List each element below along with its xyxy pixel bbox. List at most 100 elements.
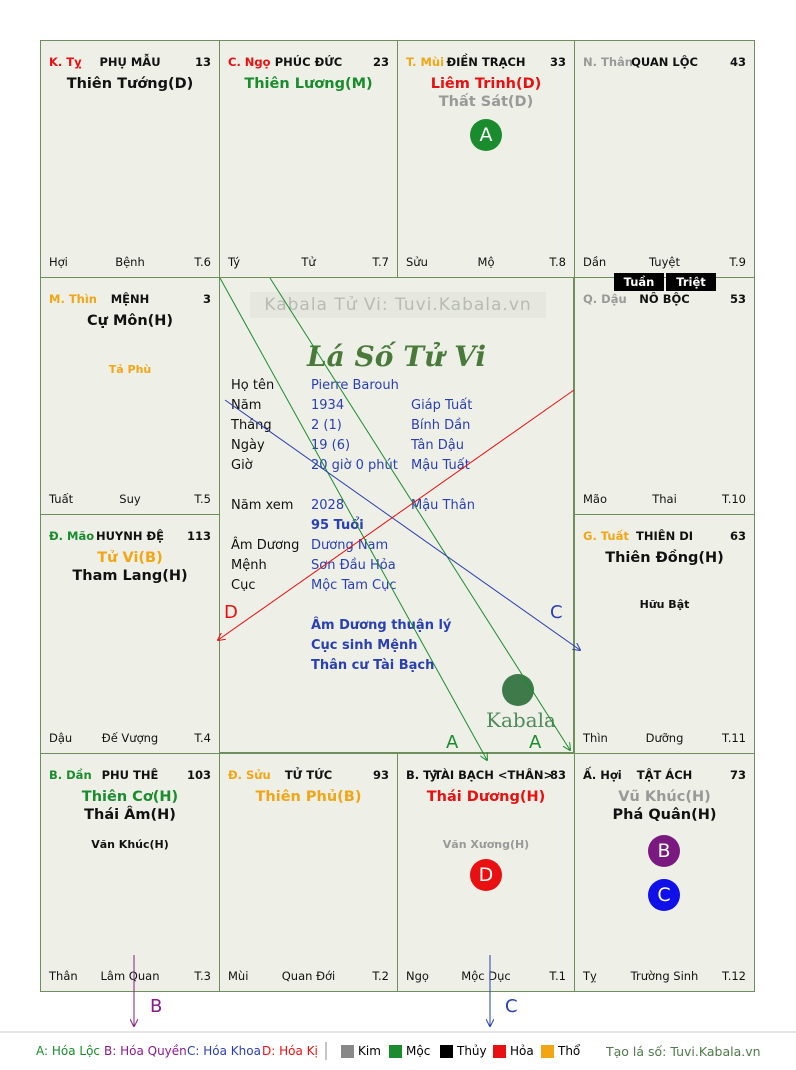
palace-phu-the: B. Dần PHU THÊ 103 Thiên Cơ(H) Thái Âm(H) Văn…: [40, 753, 220, 992]
value-menh: Sơn Đầu Hỏa: [311, 558, 396, 573]
palace-can-chi: B. Tý: [406, 768, 438, 782]
value-nam-xem-can-chi: Mậu Thân: [411, 498, 475, 513]
palace-branch: Dần: [583, 255, 607, 269]
palace-header: T. Mùi ĐIỀN TRẠCH 33: [406, 55, 566, 69]
label-cuc: Cục: [231, 578, 256, 593]
legend-thuy-swatch: [440, 1045, 453, 1058]
palace-branch: Tuất: [49, 492, 74, 506]
palace-month: T.6: [194, 255, 211, 269]
chart-title: Lá Số Tử Vi: [306, 340, 487, 373]
minor-star: Hữu Bật: [639, 598, 690, 611]
palace-thien-di: G. Tuất THIÊN DI 63 Thiên Đồng(H) Hữu Bật Thì…: [574, 514, 755, 754]
triet-marker: Triệt: [666, 273, 716, 291]
palace-stage: Mộ: [477, 255, 495, 269]
site-link[interactable]: Tạo lá số: Tuvi.Kabala.vn: [606, 1044, 761, 1059]
label-nam: Năm: [231, 398, 262, 413]
kabala-logo-icon: [502, 674, 534, 706]
palace-month: T.3: [194, 969, 211, 983]
hoa-khoa-badge: C: [648, 879, 680, 911]
legend-tho: Thổ: [558, 1044, 581, 1058]
palace-month: T.10: [722, 492, 746, 506]
center-info-panel: Kabala Tử Vi: Tuvi.Kabala.vn Lá Số Tử Vi…: [219, 277, 574, 753]
palace-age: 23: [372, 55, 389, 69]
value-tuoi: 95 Tuổi: [311, 518, 364, 533]
minor-star: Tả Phù: [108, 363, 152, 376]
palace-can-chi: G. Tuất: [583, 529, 629, 543]
palace-age: 73: [729, 768, 746, 782]
note-cuc-menh: Cục sinh Mệnh: [311, 638, 418, 653]
palace-header: Q. Dậu NÔ BỘC 53: [583, 292, 746, 306]
palace-header: B. Tý TÀI BẠCH <THÂN> 83: [406, 768, 566, 782]
palace-footer: Tỵ Trường Sinh T.12: [583, 969, 746, 983]
arrow-label-a1: A: [446, 732, 459, 753]
palace-branch: Tỵ: [583, 969, 597, 983]
palace-name: TỬ TỨC: [284, 768, 333, 782]
palace-can-chi: C. Ngọ: [228, 55, 271, 69]
palace-month: T.5: [194, 492, 211, 506]
palace-can-chi: Đ. Sửu: [228, 768, 271, 782]
palace-age: 3: [202, 292, 211, 306]
legend-hoa-ki: D: Hóa Kị: [262, 1044, 318, 1058]
palace-name: ĐIỀN TRẠCH: [446, 55, 526, 69]
hoa-loc-badge: A: [470, 119, 502, 151]
palace-stage: Mộc Dục: [461, 969, 511, 983]
main-star: Tử Vi(B): [97, 550, 163, 566]
palace-header: M. Thìn MỆNH 3: [49, 292, 211, 306]
palace-age: 113: [186, 529, 211, 543]
palace-can-chi: N. Thân: [583, 55, 633, 69]
palace-header: Ấ. Hợi TẬT ÁCH 73: [583, 768, 746, 782]
label-am-duong: Âm Dương: [231, 538, 300, 553]
value-gio: 20 giờ 0 phút: [311, 458, 398, 473]
palace-age: 43: [729, 55, 746, 69]
value-gio-can-chi: Mậu Tuất: [411, 458, 470, 473]
palace-age: 103: [186, 768, 211, 782]
value-nam-xem: 2028: [311, 498, 345, 513]
palace-can-chi: Đ. Mão: [49, 529, 95, 543]
palace-branch: Thân: [49, 969, 78, 983]
palace-month: T.2: [372, 969, 389, 983]
palace-month: T.11: [722, 731, 746, 745]
label-gio: Giờ: [231, 458, 253, 473]
palace-age: 93: [372, 768, 389, 782]
palace-header: Đ. Sửu TỬ TỨC 93: [228, 768, 389, 782]
palace-stage: Thai: [652, 492, 677, 506]
palace-header: C. Ngọ PHÚC ĐỨC 23: [228, 55, 389, 69]
main-star: Thiên Lương(M): [244, 76, 373, 92]
palace-footer: Thìn Dưỡng T.11: [583, 731, 746, 745]
palace-tat-ach: Ấ. Hợi TẬT ÁCH 73 Vũ Khúc(H) Phá Quân(H) Tỵ Tr…: [574, 753, 755, 992]
palace-branch: Thìn: [583, 731, 608, 745]
value-ho-ten: Pierre Barouh: [311, 378, 399, 393]
palace-name: MỆNH: [110, 292, 150, 306]
main-star: Vũ Khúc(H): [618, 789, 711, 805]
palace-branch: Tý: [228, 255, 241, 269]
value-ngay: 19 (6): [311, 438, 351, 453]
main-star: Thiên Phủ(B): [255, 789, 362, 805]
palace-name: PHÚC ĐỨC: [274, 55, 343, 69]
main-star: Phá Quân(H): [612, 807, 717, 823]
hoa-quyen-badge: B: [648, 835, 680, 867]
palace-age: 33: [549, 55, 566, 69]
arrow-label-b-bottom: B: [150, 996, 163, 1017]
palace-phu-mau: K. Tỵ PHỤ MẪU 13 Thiên Tướng(D) Hợi Bệnh T.6: [40, 40, 220, 278]
value-am-duong: Dương Nam: [311, 538, 389, 553]
legend-hoa: Hỏa: [510, 1044, 534, 1058]
value-nam: 1934: [311, 398, 345, 413]
palace-can-chi: T. Mùi: [406, 55, 445, 69]
palace-month: T.4: [194, 731, 211, 745]
arrow-label-d: D: [224, 602, 238, 623]
arrow-label-c-bottom: C: [505, 996, 518, 1017]
palace-branch: Mão: [583, 492, 608, 506]
palace-footer: Sửu Mộ T.8: [406, 255, 566, 269]
palace-quan-loc: N. Thân QUAN LỘC 43 Dần Tuyệt T.9: [574, 40, 755, 278]
palace-name: QUAN LỘC: [631, 55, 698, 69]
main-star: Cự Môn(H): [86, 313, 174, 329]
main-star: Thiên Đồng(H): [605, 550, 724, 566]
palace-month: T.12: [722, 969, 746, 983]
legend-kim-swatch: [341, 1045, 354, 1058]
palace-stage: Suy: [119, 492, 141, 506]
main-star: Thiên Tướng(D): [66, 76, 194, 92]
hoa-ki-badge: D: [470, 859, 502, 891]
legend-tho-swatch: [541, 1045, 554, 1058]
value-ngay-can-chi: Tân Dậu: [411, 438, 464, 453]
palace-name: NÔ BỘC: [639, 292, 690, 306]
